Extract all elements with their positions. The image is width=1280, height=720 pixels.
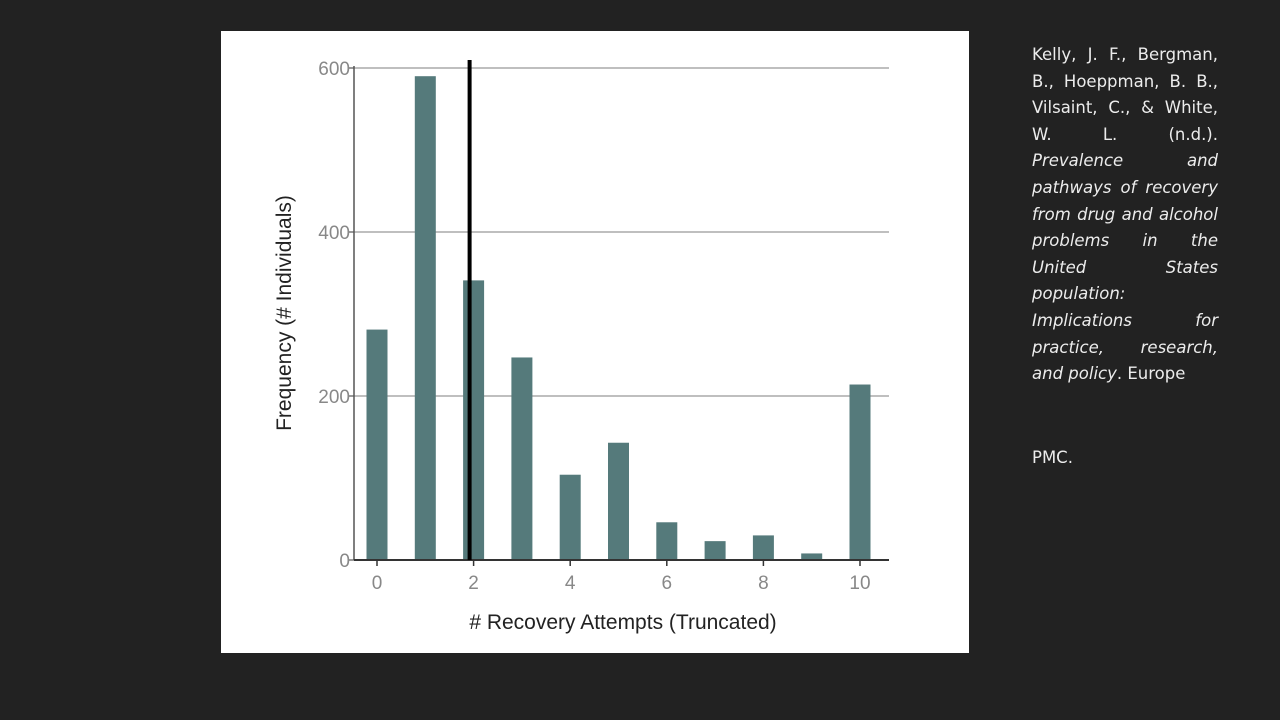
- bars: [366, 76, 871, 560]
- gridlines: [354, 67, 889, 397]
- x-axis-label: # Recovery Attempts (Truncated): [469, 611, 776, 634]
- bar-chart: 0 200 400 600 0 2 4 6 8 10 Frequency (# Individu…: [273, 59, 889, 634]
- x-tick-label: 0: [372, 573, 383, 594]
- y-tick-labels: 0 200 400 600: [318, 59, 350, 572]
- bar: [849, 384, 871, 560]
- x-tick-label: 6: [662, 573, 673, 594]
- bar: [608, 442, 629, 560]
- citation-text: Kelly, J. F., Bergman, B., Hoeppman, B. …: [1032, 42, 1218, 388]
- y-tick-label: 600: [318, 59, 350, 80]
- citation-suffix: . Europe: [1116, 364, 1186, 384]
- bar: [752, 535, 774, 560]
- citation-publisher: PMC.: [1032, 448, 1073, 467]
- x-tick-label: 10: [849, 573, 870, 594]
- y-axis-label: Frequency (# Individuals): [273, 195, 296, 431]
- bar: [414, 76, 436, 560]
- y-tick-label: 0: [339, 551, 350, 572]
- bar: [463, 280, 485, 560]
- bar: [559, 474, 581, 560]
- x-tick-label: 2: [468, 573, 479, 594]
- bar: [704, 541, 726, 560]
- citation-title: Prevalence and pathways of recovery from…: [1032, 151, 1218, 384]
- bar: [801, 553, 823, 560]
- y-tick-label: 200: [318, 387, 350, 408]
- x-tick-labels: 0 2 4 6 8 10: [372, 573, 871, 594]
- axes: [349, 66, 889, 566]
- chart-panel: 0 200 400 600 0 2 4 6 8 10 Frequency (# Individu…: [221, 31, 969, 653]
- bar: [656, 522, 678, 560]
- x-tick-label: 8: [758, 573, 769, 594]
- bar: [366, 329, 388, 560]
- x-tick-label: 4: [565, 573, 576, 594]
- citation-authors: Kelly, J. F., Bergman, B., Hoeppman, B. …: [1032, 45, 1218, 144]
- bar: [511, 357, 533, 560]
- y-tick-label: 400: [318, 223, 350, 244]
